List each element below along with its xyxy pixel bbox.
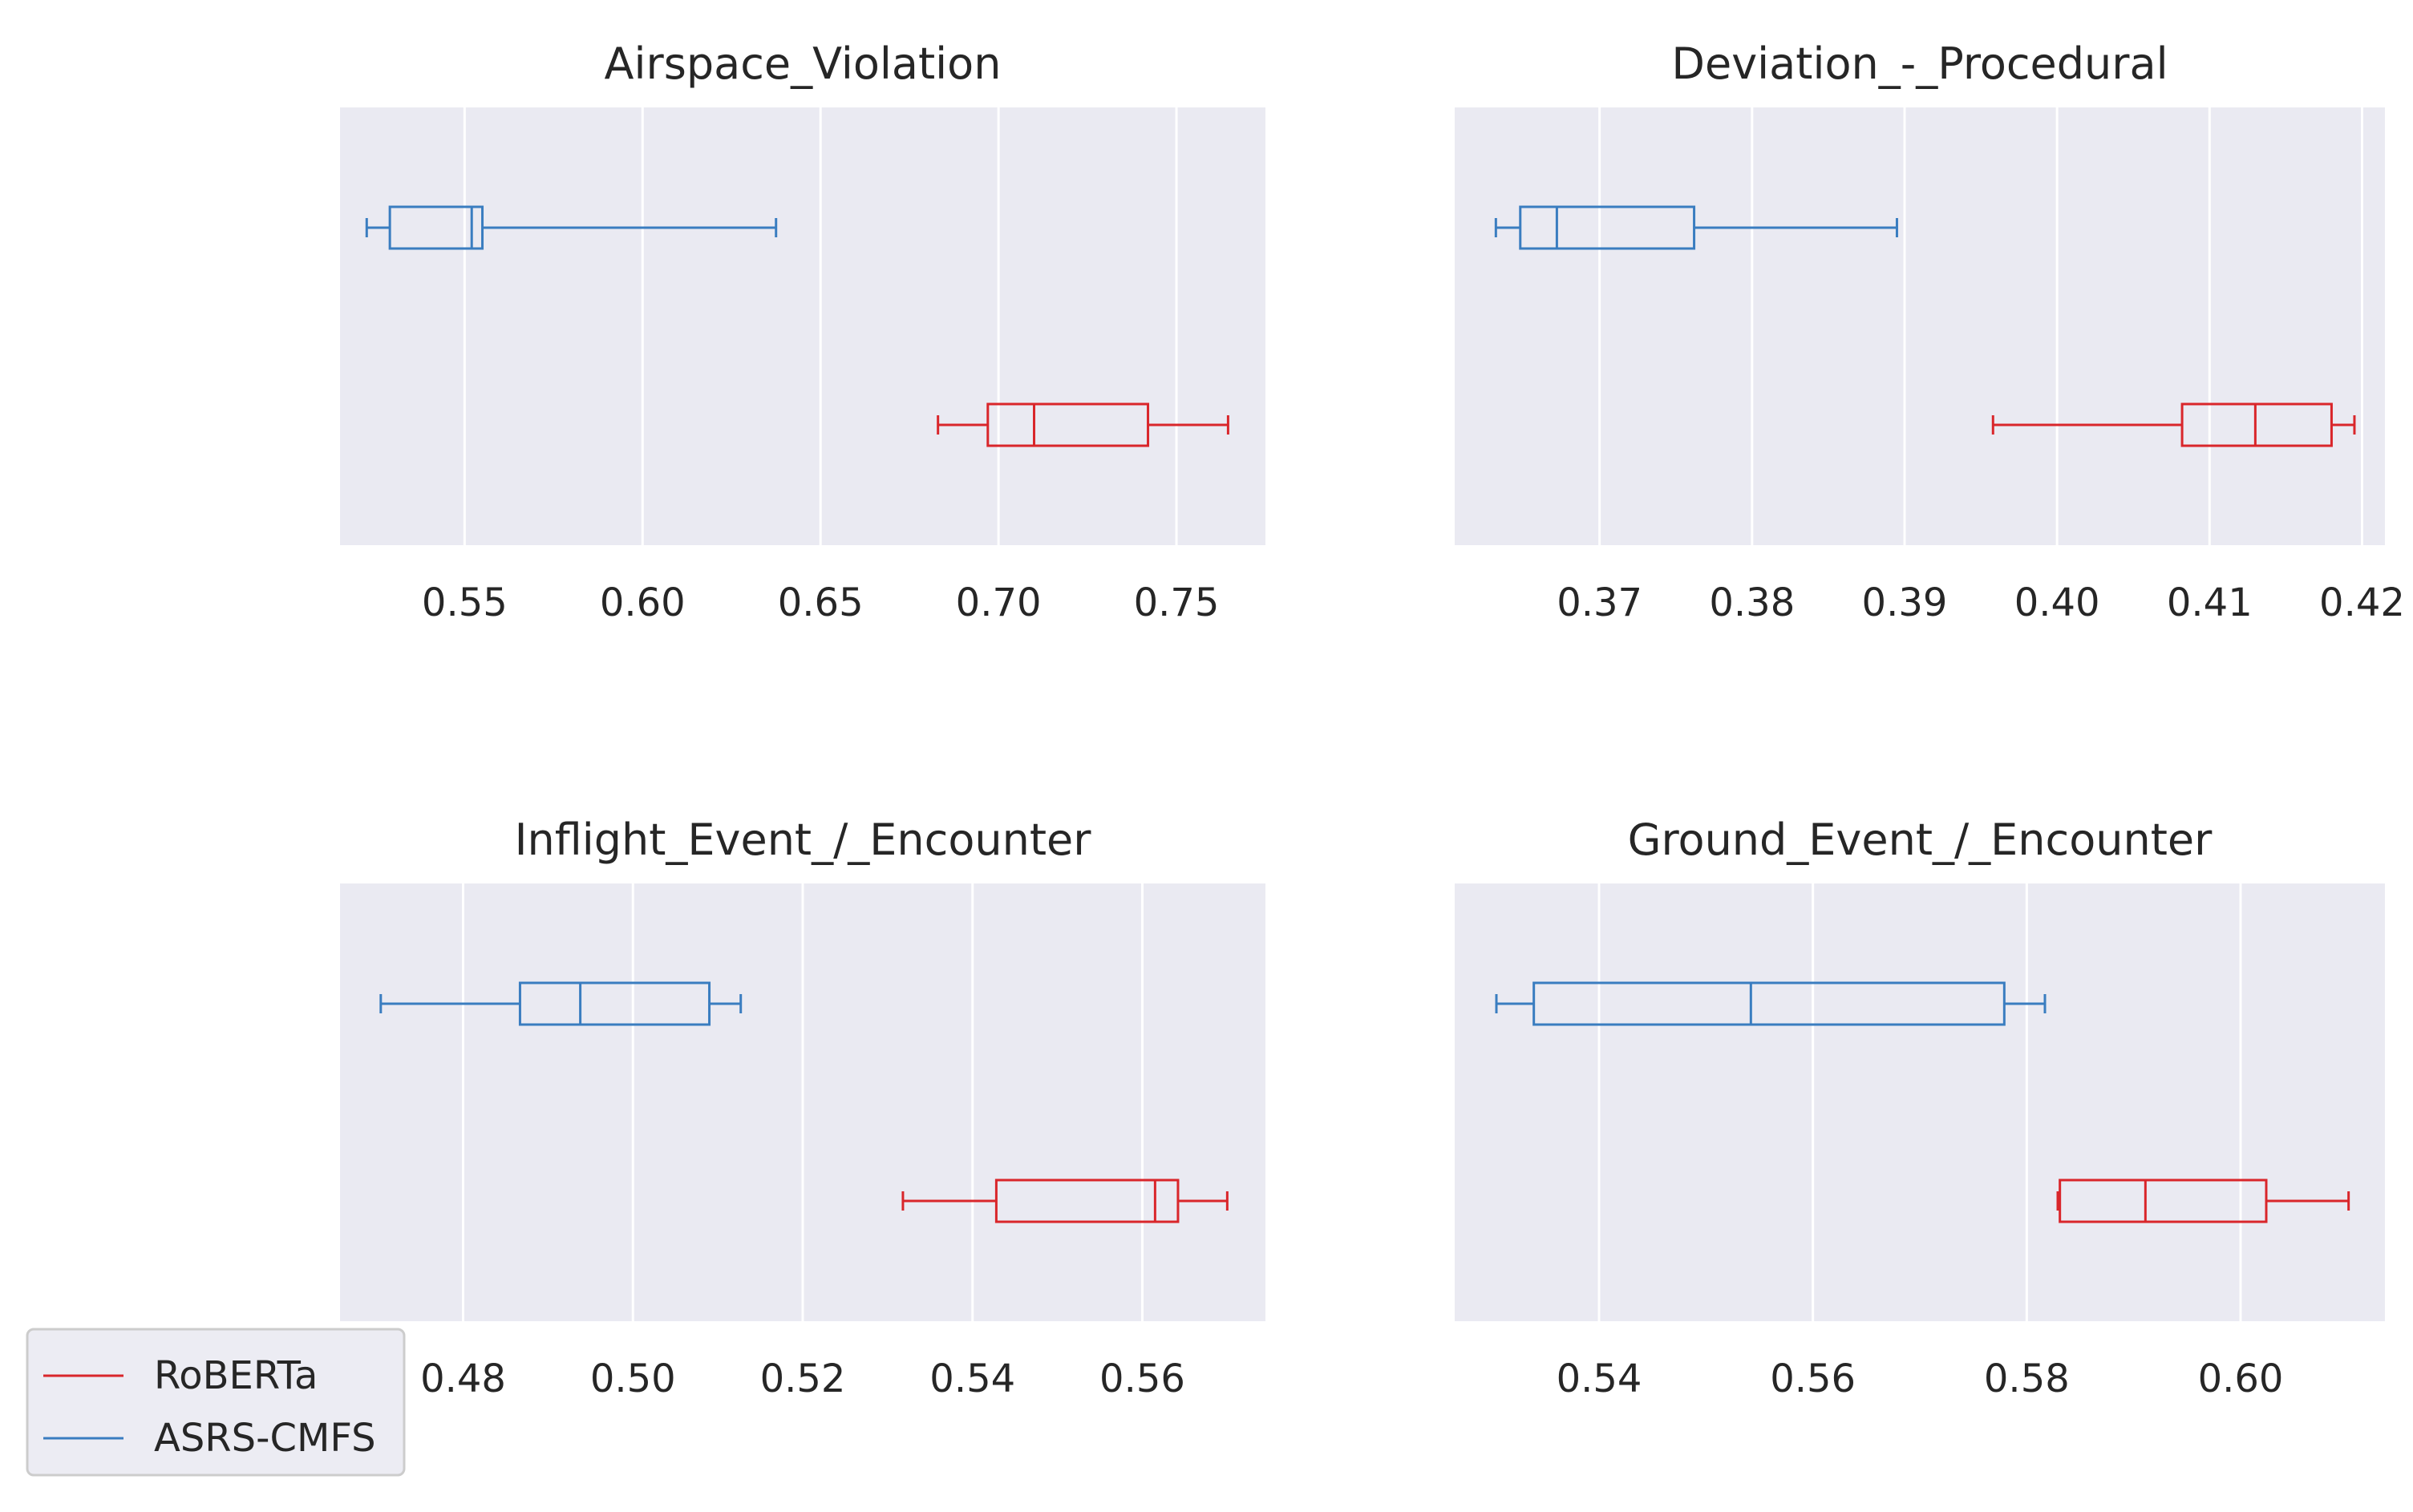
x-tick-label: 0.39 [1862,580,1948,625]
x-tick-label: 0.52 [760,1356,846,1401]
panel-title: Ground_Event_/_Encounter [1628,815,2213,865]
x-tick-label: 0.50 [590,1356,676,1401]
x-tick-label: 0.38 [1709,580,1795,625]
panel-title: Inflight_Event_/_Encounter [515,815,1092,865]
x-tick-label: 0.41 [2167,580,2253,625]
x-tick-label: 0.56 [1770,1356,1856,1401]
x-tick-label: 0.48 [420,1356,506,1401]
iqr-box [994,1178,1180,1223]
x-tick-label: 0.60 [600,580,686,625]
panel-title: Airspace_Violation [605,38,1002,89]
legend-label-asrs-cmfs: ASRS-CMFS [154,1416,376,1461]
legend: RoBERTa ASRS-CMFS [26,1328,406,1477]
x-tick-label: 0.42 [2319,580,2405,625]
x-tick-label: 0.40 [2014,580,2100,625]
x-tick-label: 0.55 [422,580,508,625]
box-asrs-cmfs [1494,205,1898,250]
iqr-box [2059,1178,2268,1223]
panel-deviation-procedural: 0.37 0.38 0.39 0.40 0.41 0.42 Deviation_-_Proc… [1455,38,2405,625]
panel-background [1455,107,2385,545]
box-asrs-cmfs [1495,981,2047,1026]
panel-inflight-event-encounter: 0.48 0.50 0.52 0.54 0.56 Inflight_Event_/_Enc… [340,815,1265,1401]
box-roberta [901,1178,1229,1223]
panel-background [1455,883,2385,1321]
x-tick-label: 0.65 [778,580,864,625]
box-asrs-cmfs [365,205,778,250]
iqr-box [1532,981,2006,1026]
iqr-box [1519,205,1696,250]
iqr-box [388,205,484,250]
panel-title: Deviation_-_Procedural [1671,38,2168,89]
x-tick-label: 0.37 [1557,580,1642,625]
x-tick-label: 0.56 [1099,1356,1185,1401]
iqr-box [986,402,1150,447]
x-tick-label: 0.60 [2198,1356,2284,1401]
box-roberta [2056,1178,2350,1223]
box-asrs-cmfs [379,981,743,1026]
legend-label-roberta: RoBERTa [154,1353,318,1398]
iqr-box [518,981,711,1026]
x-tick-label: 0.70 [956,580,1042,625]
x-tick-label: 0.54 [1557,1356,1642,1401]
panel-background [340,107,1265,545]
panels-group: 0.55 0.60 0.65 0.70 0.75Airspace_Violation0.… [340,38,2405,1401]
panel-ground-event-encounter: 0.54 0.56 0.58 0.60 Ground_Event_/_Encounter [1455,815,2385,1401]
box-roberta [1991,402,2356,447]
x-tick-label: 0.54 [929,1356,1015,1401]
iqr-box [2180,402,2333,447]
x-tick-label: 0.58 [1984,1356,2070,1401]
panel-airspace-violation: 0.55 0.60 0.65 0.70 0.75 Airspace_Violation [340,38,1265,625]
box-roberta [937,402,1229,447]
x-tick-label: 0.75 [1134,580,1220,625]
